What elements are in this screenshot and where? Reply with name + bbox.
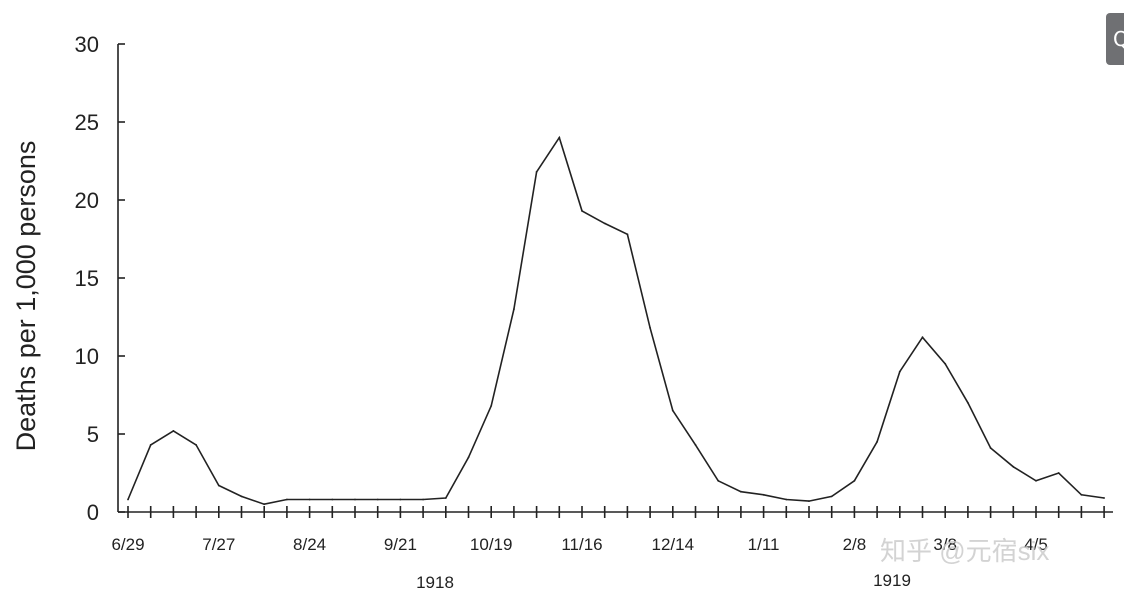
data-point [649,327,651,329]
data-point [513,308,515,311]
y-tick-label: 25 [75,110,99,135]
data-point [127,498,129,501]
data-point [1057,472,1060,474]
year-label-1919: 1919 [873,571,911,590]
data-point [581,210,583,212]
x-tick-label: 8/24 [293,535,326,554]
x-tick-label: 3/8 [933,535,957,554]
data-point [1035,479,1037,482]
x-tick-label: 12/14 [652,535,695,554]
corner-search-button[interactable]: Q [1106,13,1124,65]
y-tick-label: 0 [87,500,99,525]
data-point [172,430,175,432]
data-point [1103,497,1105,499]
data-point [490,405,493,407]
data-point [354,498,356,501]
data-point [876,440,878,443]
y-tick-label: 5 [87,422,99,447]
x-tick-label: 6/29 [111,535,144,554]
y-tick-label: 30 [75,32,99,57]
data-point [399,498,402,501]
series-line-deaths [127,135,1105,506]
data-point [853,479,856,482]
data-point [785,498,788,501]
x-tick-label: 4/5 [1024,535,1048,554]
data-point [263,503,266,506]
data-point [808,500,810,502]
y-axis: 0 5 10 15 20 25 30 [75,32,125,525]
data-point [422,498,424,501]
data-point [240,495,243,498]
data-point [535,171,538,173]
x-tick-label: 1/11 [748,535,780,554]
series-group [127,135,1105,506]
data-point [149,444,152,446]
data-point [921,336,924,339]
data-point [830,495,833,498]
data-point [444,497,447,499]
x-tick-label: 9/21 [384,535,417,554]
x-tick-label: 11/16 [561,535,602,554]
y-tick-label: 10 [75,344,99,369]
data-point [467,456,470,459]
y-axis-title: Deaths per 1,000 persons [11,141,41,452]
data-point [217,484,220,487]
data-point [671,409,674,412]
data-point [944,362,947,365]
x-tick-label: 2/8 [843,535,867,554]
data-point [286,498,288,501]
x-axis: 6/29 7/27 8/24 9/21 10/19 11/16 12/14 1/11 2/8 3/… [111,506,1113,554]
x-tick-label: 7/27 [202,535,235,554]
data-point [717,479,720,482]
data-point [626,233,629,236]
data-point [989,447,992,449]
search-icon: Q [1113,27,1124,51]
data-point [376,498,379,501]
data-point [331,498,334,501]
data-point [558,136,561,139]
watermark: 知乎 @元宿six [880,536,1049,566]
data-point [1012,465,1015,468]
data-point [195,444,198,446]
data-point [967,401,969,404]
data-point [762,493,765,496]
data-point [308,498,311,501]
data-point [1080,493,1083,496]
data-point [603,222,606,225]
y-tick-label: 20 [75,188,99,213]
data-point [898,370,901,373]
year-label-1918: 1918 [416,573,454,592]
x-tick-label: 10/19 [470,535,513,554]
y-tick-label: 15 [75,266,99,291]
data-point [694,444,697,446]
data-point [740,490,742,493]
